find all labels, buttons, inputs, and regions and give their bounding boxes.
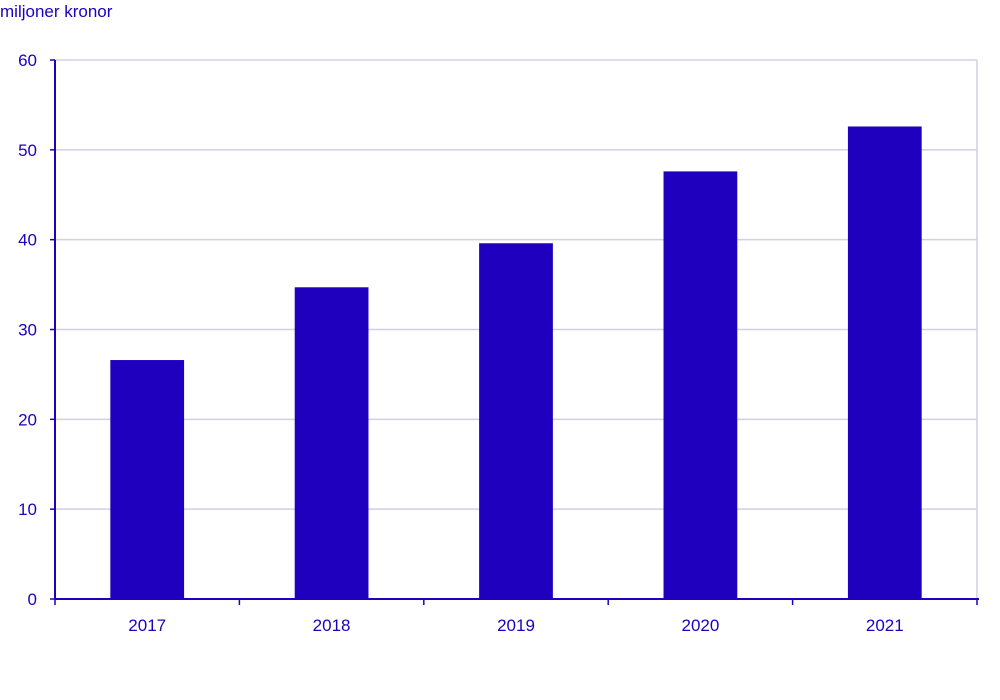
y-tick-label: 30 (18, 321, 37, 340)
bar-2019 (479, 243, 553, 599)
y-tick-label: 0 (28, 590, 37, 609)
tick-labels: 0 10 20 30 40 50 60 2017 2018 2019 2020 2021 (18, 51, 904, 635)
y-unit-label: miljoner kronor (0, 2, 113, 21)
bar-2017 (110, 360, 185, 599)
y-tick-label: 60 (18, 51, 37, 70)
y-tick-label: 20 (18, 410, 37, 429)
x-tick-label-2019: 2019 (497, 616, 535, 635)
x-tick-label-2021: 2021 (866, 616, 904, 635)
bar-2018 (294, 287, 369, 599)
y-tick-label: 40 (18, 231, 37, 250)
x-tick-label-2018: 2018 (313, 616, 351, 635)
y-tick-label: 50 (18, 141, 37, 160)
axes (50, 59, 979, 605)
y-tick-label: 10 (18, 500, 37, 519)
bar-2021 (847, 126, 922, 599)
bars (110, 126, 922, 600)
x-tick-label-2020: 2020 (681, 616, 719, 635)
x-tick-label-2017: 2017 (128, 616, 166, 635)
bar-2020 (663, 171, 738, 600)
